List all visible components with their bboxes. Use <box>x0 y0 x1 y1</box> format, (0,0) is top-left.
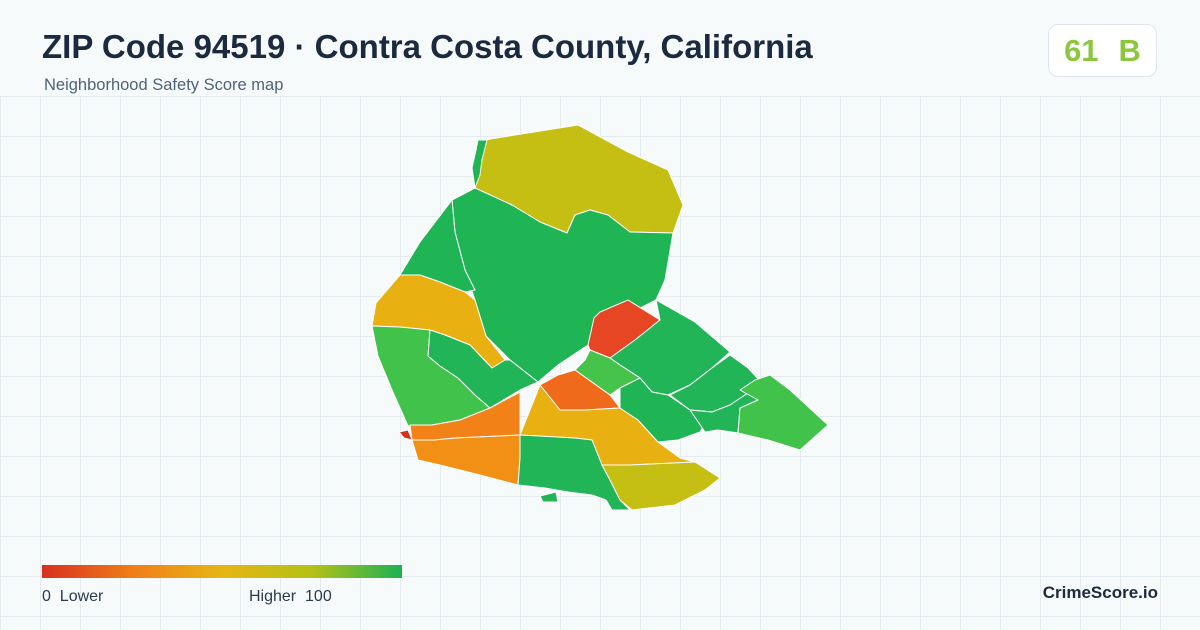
score-grade: B <box>1118 32 1141 68</box>
legend-min-value: 0 <box>42 588 51 605</box>
map-region-south-olive[interactable] <box>601 461 721 511</box>
legend-color-scale <box>42 565 402 578</box>
map-region-small-red[interactable] <box>398 429 413 441</box>
map-region-small-piece[interactable] <box>539 491 559 503</box>
map-region-south-green[interactable] <box>517 434 631 511</box>
score-value: 61 <box>1064 32 1099 68</box>
legend-low-label: 0 Lower <box>42 588 103 606</box>
map-region-southwest-orange[interactable] <box>411 434 521 486</box>
page-subtitle: Neighborhood Safety Score map <box>44 76 284 94</box>
safety-score-badge: 61 B <box>1048 24 1157 77</box>
legend-max-value: 100 <box>305 588 332 605</box>
brand-logo-text[interactable]: CrimeScore.io <box>1042 583 1158 602</box>
header: ZIP Code 94519 · Contra Costa County, Ca… <box>0 0 1200 96</box>
map-region-north-strip[interactable] <box>471 139 488 189</box>
page-title: ZIP Code 94519 · Contra Costa County, Ca… <box>42 28 813 65</box>
map-region-west-inner[interactable] <box>427 329 539 409</box>
legend-min-text: Lower <box>59 588 104 605</box>
map-region-far-east[interactable] <box>737 374 829 451</box>
legend-high-label: Higher 100 <box>249 588 332 606</box>
legend-max-text: Higher <box>249 588 297 605</box>
